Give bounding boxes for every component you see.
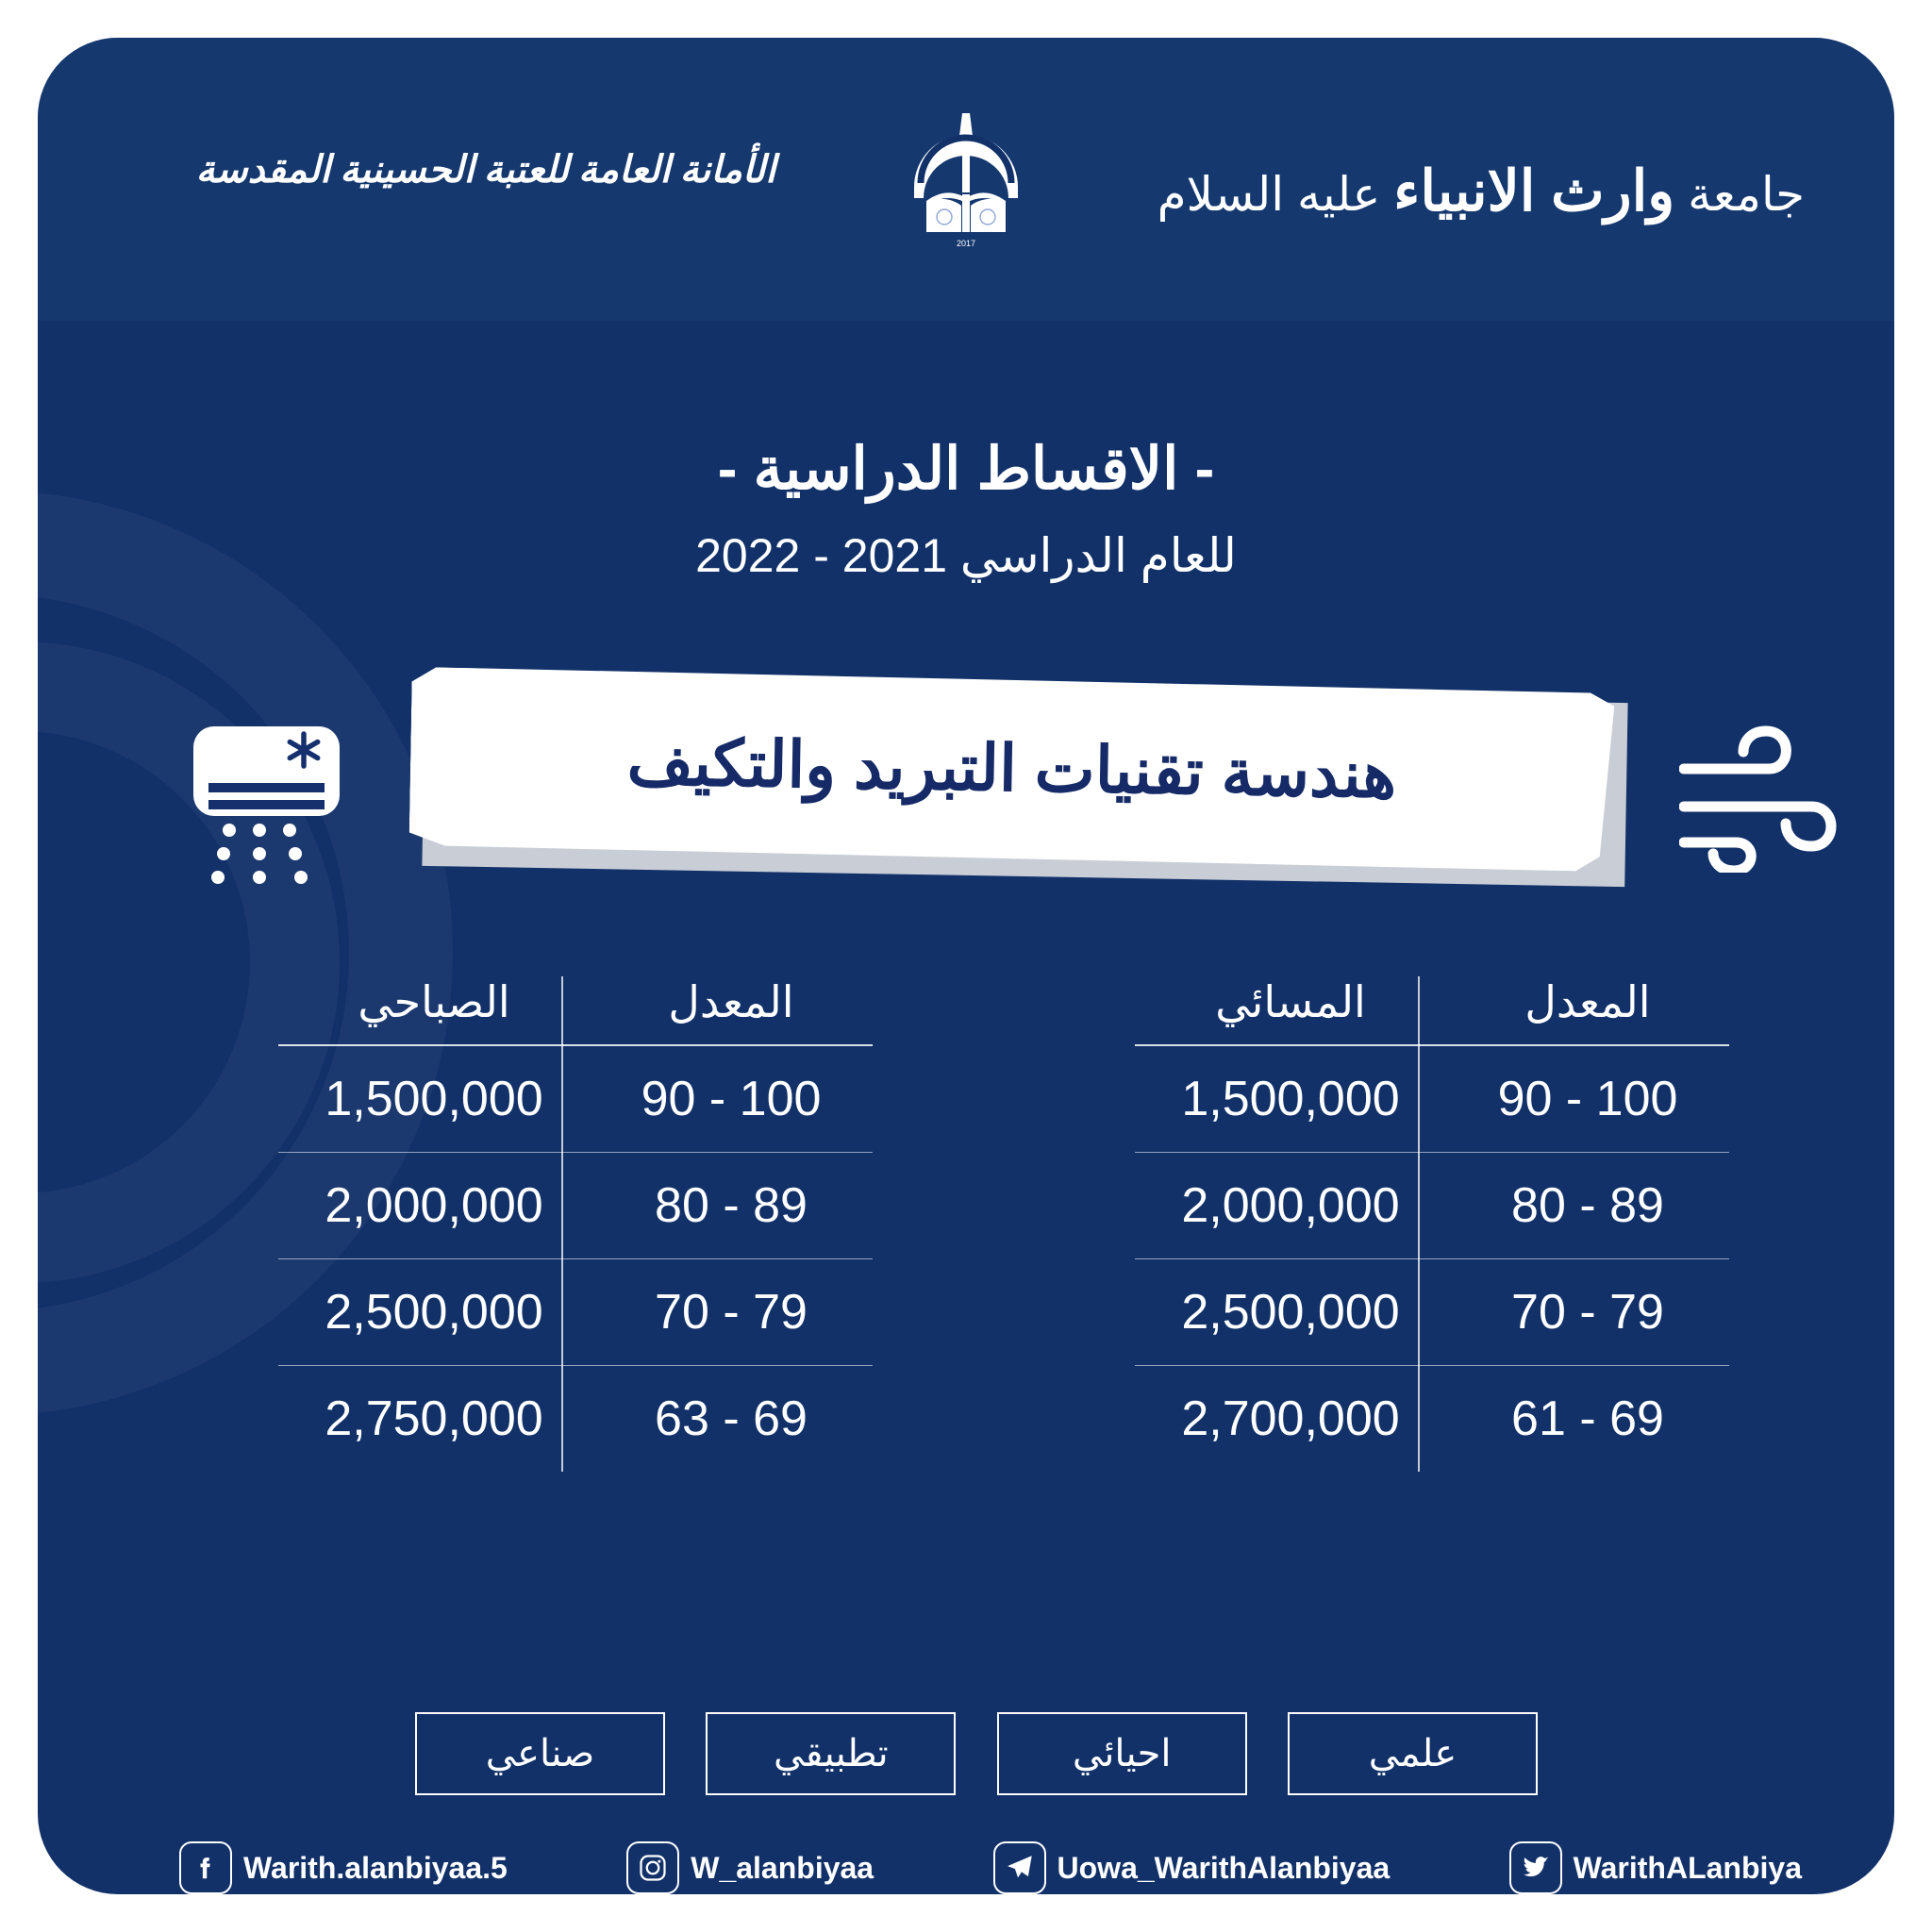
svg-text:2017: 2017: [957, 239, 975, 248]
